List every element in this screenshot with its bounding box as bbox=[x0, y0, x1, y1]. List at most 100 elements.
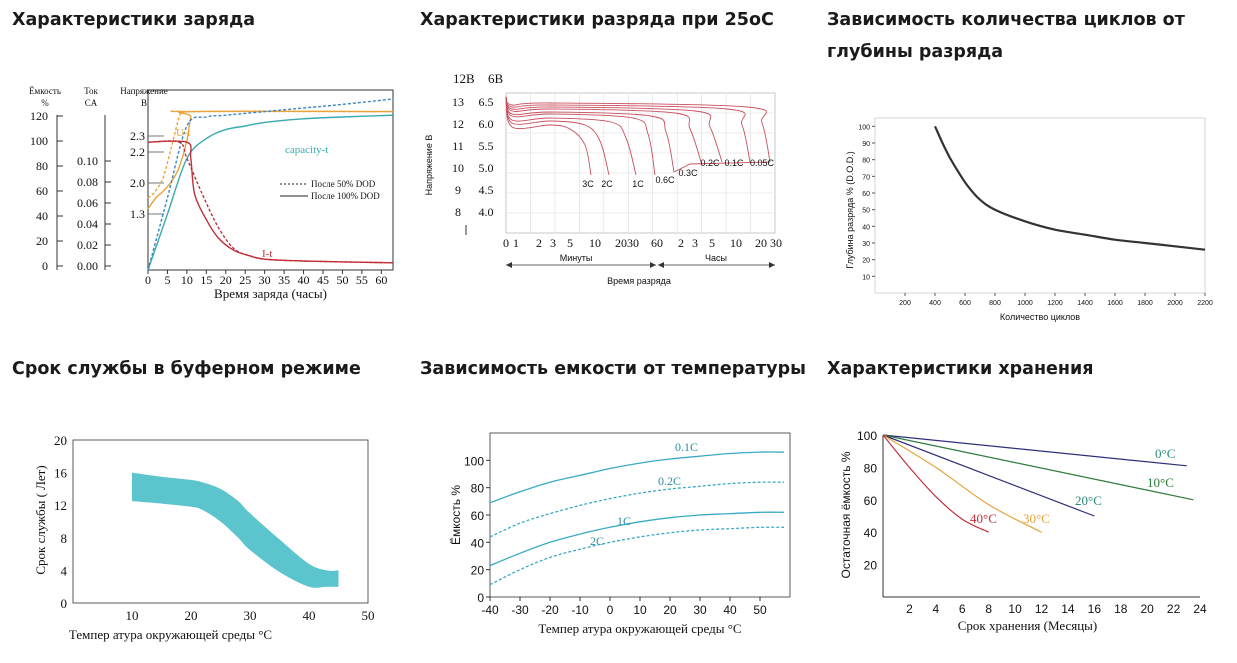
x-tick-label: -40 bbox=[481, 603, 499, 617]
hours-label: Часы bbox=[705, 253, 727, 263]
y-tick-label: 40 bbox=[864, 526, 878, 540]
x-tick-label: 20 bbox=[1140, 602, 1154, 616]
y-axis-title: Глубина разряда % (D.O.D.) bbox=[845, 151, 855, 268]
x-tick-label: 30 bbox=[693, 603, 707, 617]
x-tick-label: 22 bbox=[1167, 602, 1181, 616]
voltage-tick-label: 1.3 bbox=[130, 207, 145, 221]
y-tick-label: 60 bbox=[471, 509, 485, 523]
y-tick-label: 10 bbox=[862, 274, 870, 281]
rate-label: 0.6C bbox=[655, 175, 675, 185]
series-40°C bbox=[882, 434, 989, 533]
arrow-left bbox=[506, 262, 512, 268]
capacity-tick-label: 0 bbox=[42, 259, 48, 273]
x-tick-label: 400 bbox=[929, 300, 941, 307]
x-tick-minutes: 60 bbox=[651, 236, 663, 250]
x-tick-label: 1200 bbox=[1047, 300, 1063, 307]
arrow-left bbox=[658, 262, 664, 268]
x-tick-label: 2000 bbox=[1167, 300, 1183, 307]
capacity-tick-label: 80 bbox=[36, 159, 48, 173]
series-0.2c bbox=[489, 481, 785, 538]
chart-discharge: 12В 6В13121110986.56.05.55.04.54.0Напряже… bbox=[424, 71, 782, 286]
x-tick-label: 20 bbox=[220, 273, 232, 287]
y-tick-label: 20 bbox=[471, 564, 485, 578]
x-tick-label: 24 bbox=[1193, 602, 1207, 616]
y-tick-label: 16 bbox=[54, 466, 68, 481]
axis-header-voltage: Напряжение bbox=[120, 86, 168, 96]
discharge-curve bbox=[505, 96, 703, 166]
x-tick-label: 2 bbox=[906, 602, 913, 616]
x-axis-title: Срок хранения (Месяцы) bbox=[958, 618, 1097, 633]
x-tick-label: 1000 bbox=[1017, 300, 1033, 307]
axis-header-capacity-unit: % bbox=[41, 98, 49, 108]
rate-label: 3C bbox=[582, 179, 594, 189]
plot-frame bbox=[147, 89, 394, 271]
panel-title-charge: Характеристики заряда bbox=[12, 10, 256, 30]
x-tick-label: 1400 bbox=[1077, 300, 1093, 307]
x-tick-minutes: 5 bbox=[567, 236, 573, 250]
panel-title-storage: Характеристики хранения bbox=[827, 359, 1094, 379]
y-tick-label: 8 bbox=[61, 531, 68, 546]
y-tick-label: 40 bbox=[471, 536, 485, 550]
y-tick-label: 100 bbox=[857, 429, 877, 443]
x-tick-minutes: 3 bbox=[550, 236, 556, 250]
y-axis-title: Напряжение В bbox=[424, 135, 434, 196]
capacity-tick-label: 20 bbox=[36, 234, 48, 248]
x-tick-label: -10 bbox=[571, 603, 589, 617]
x-tick-label: 20 bbox=[663, 603, 677, 617]
y-tick-label: 20 bbox=[54, 433, 67, 448]
x-tick-label: 45 bbox=[317, 273, 329, 287]
y-tick-label: 0 bbox=[477, 591, 484, 605]
chart-capacity-temp: 0 20 40 60 80 100 -40 -30 -20 -10 0 10 20 30 40 50 Темпе… bbox=[449, 432, 791, 636]
chart-charge: Ёмкость%ТокCAНапряжениеB0204060801001200… bbox=[29, 86, 394, 301]
y-axis-title: Остаточная ёмкость % bbox=[839, 451, 853, 578]
discharge-curve bbox=[505, 96, 592, 176]
y6-tick-label: 4.0 bbox=[479, 205, 494, 219]
axis-header-6v: 6В bbox=[488, 71, 504, 86]
capacity-tick-label: 60 bbox=[36, 184, 48, 198]
discharge-curve bbox=[505, 96, 723, 163]
x-tick-label: 40 bbox=[298, 273, 310, 287]
x-tick-minutes: 30 bbox=[627, 236, 639, 250]
series-0.1c bbox=[489, 451, 785, 504]
chart-float-life: 0 4 8 12 16 20 10 20 30 40 50 Темпер атура окружающ… bbox=[33, 433, 375, 642]
series-capacity-t-solid bbox=[147, 114, 394, 271]
discharge-curve bbox=[505, 96, 771, 163]
x-tick-hours: 30 bbox=[770, 236, 782, 250]
y-tick-label: 80 bbox=[862, 158, 870, 165]
axis-header-current-unit: CA bbox=[85, 98, 98, 108]
series-label: 20°C bbox=[1075, 493, 1102, 508]
series-label: 10°C bbox=[1147, 475, 1174, 490]
series-label: 0°C bbox=[1155, 446, 1175, 461]
y6-tick-label: 6.5 bbox=[479, 95, 494, 109]
axis-header-capacity: Ёмкость bbox=[29, 86, 61, 96]
current-tick-label: 0.10 bbox=[77, 154, 98, 168]
curve-label-i: I-t bbox=[262, 248, 272, 260]
axis-header-current: Ток bbox=[84, 86, 98, 96]
y-tick-label: 20 bbox=[864, 559, 878, 573]
series-i-t-dashed bbox=[147, 140, 394, 264]
series-label: 2C bbox=[590, 534, 604, 548]
x-tick-hours: 5 bbox=[709, 236, 715, 250]
rate-label: 0.3C bbox=[678, 168, 698, 178]
y12-tick-label: 11 bbox=[452, 139, 464, 153]
legend-dashed-label: После 50% DOD bbox=[311, 179, 376, 189]
y6-tick-label: 4.5 bbox=[479, 183, 494, 197]
x-tick-label: 1600 bbox=[1107, 300, 1123, 307]
curve-label-u: U-t bbox=[176, 127, 191, 139]
x-tick-label: 4 bbox=[932, 602, 939, 616]
plot-frame bbox=[489, 432, 791, 598]
x-tick-label: 600 bbox=[959, 300, 971, 307]
x-tick-label: 20 bbox=[185, 608, 198, 623]
x-tick-label: 14 bbox=[1061, 602, 1075, 616]
y-tick-label: 12 bbox=[54, 498, 67, 513]
x-tick-label: 0 bbox=[607, 603, 614, 617]
y-tick-label: 100 bbox=[858, 124, 870, 131]
y12-tick-label: 9 bbox=[455, 183, 461, 197]
x-tick-label: 50 bbox=[362, 608, 375, 623]
rate-label: 0.2C bbox=[700, 158, 720, 168]
rate-label: 0.1C bbox=[724, 158, 744, 168]
y6-tick-label: 5.5 bbox=[479, 139, 494, 153]
x-tick-minutes: 0 bbox=[503, 236, 509, 250]
x-tick-hours: 3 bbox=[692, 236, 698, 250]
x-tick-hours: 20 bbox=[755, 236, 767, 250]
